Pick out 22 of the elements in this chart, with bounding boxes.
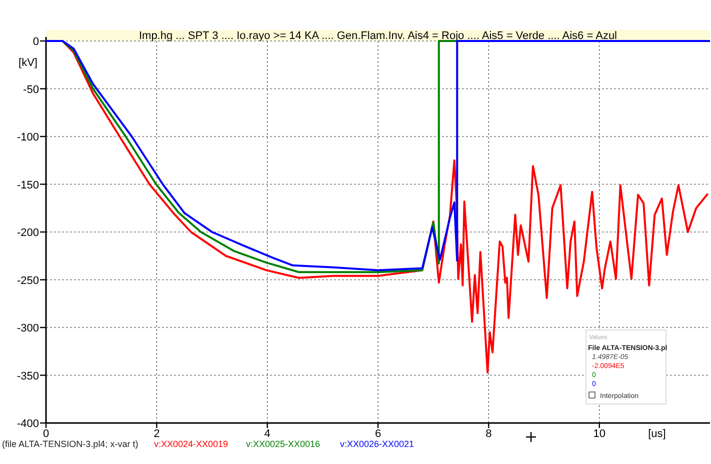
- x-tick-label: 2: [154, 428, 160, 440]
- text: v:XX0026-XX0021: [340, 439, 414, 449]
- y-tick-label: -250: [16, 274, 39, 287]
- y-tick-label: -150: [16, 179, 39, 192]
- x-axis-title: [us]: [648, 428, 666, 440]
- text: (file ALTA-TENSION-3.pl4; x-var t): [2, 439, 138, 449]
- y-tick-label: -400: [16, 418, 39, 430]
- y-tick-label: -200: [16, 227, 39, 239]
- x-tick-label: 4: [264, 428, 270, 440]
- x-tick-label: 10: [593, 428, 606, 440]
- x-tick-label: 8: [486, 428, 492, 440]
- y-axis-title: [kV]: [18, 57, 38, 69]
- y-tick-label: -300: [16, 322, 39, 334]
- y-tick-label: 0: [32, 36, 39, 48]
- y-tick-label: -350: [16, 370, 39, 382]
- y-tick-label: -100: [16, 132, 39, 144]
- text: v:XX0025-XX0016: [246, 439, 320, 449]
- chart-title: Imp.hg ... SPT 3 .... Io.rayo >= 14 KA .... Gen.Flam.Inv. Ais4 = Rojo .... Ais5 = Verde .... Ais6 = Azul: [138, 30, 618, 42]
- y-tick-label: -50: [23, 84, 39, 96]
- x-tick-label: 0: [42, 428, 50, 440]
- text: v:XX0024-XX0019: [154, 439, 228, 449]
- x-tick-label: 6: [374, 428, 382, 440]
